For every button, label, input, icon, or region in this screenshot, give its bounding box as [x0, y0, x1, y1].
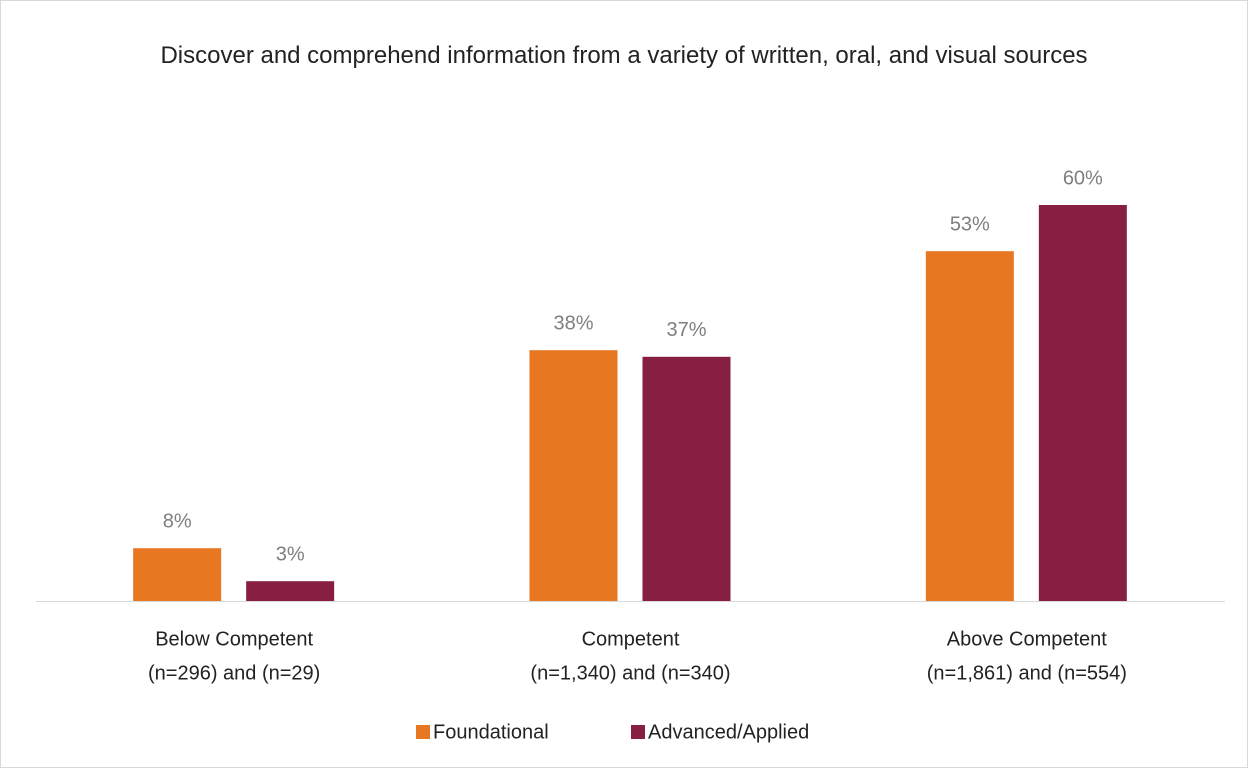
x-tick-label: Above Competent: [947, 628, 1108, 650]
data-label: 8%: [163, 510, 192, 532]
bar: [133, 548, 222, 601]
x-tick-label: (n=1,861) and (n=554): [927, 662, 1127, 684]
x-tick-label: Competent: [582, 628, 680, 650]
bar: [925, 251, 1014, 601]
data-label: 60%: [1063, 167, 1103, 189]
bar: [529, 350, 618, 601]
legend-label: Foundational: [433, 721, 549, 743]
legend-swatch: [631, 725, 645, 739]
bar: [1038, 205, 1127, 601]
data-label: 38%: [553, 312, 593, 334]
data-label: 37%: [666, 319, 706, 341]
x-tick-label: (n=296) and (n=29): [148, 662, 320, 684]
bar: [246, 581, 335, 601]
x-tick-label: (n=1,340) and (n=340): [530, 662, 730, 684]
x-tick-label: Below Competent: [155, 628, 313, 650]
data-label: 3%: [276, 543, 305, 565]
chart-title: Discover and comprehend information from…: [160, 42, 1088, 69]
legend-swatch: [416, 725, 430, 739]
bar: [642, 356, 731, 601]
legend-label: Advanced/Applied: [648, 721, 809, 743]
data-label: 53%: [950, 213, 990, 235]
